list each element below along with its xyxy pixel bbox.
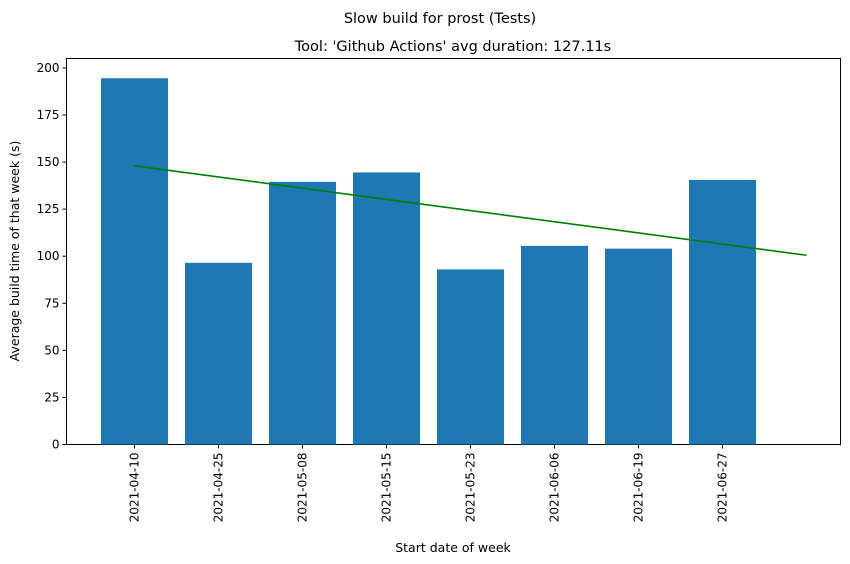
- y-axis-label: Average build time of that week (s): [7, 141, 22, 362]
- bar-2021-05-23: [437, 269, 504, 445]
- chart-suptitle: Slow build for prost (Tests): [344, 11, 536, 27]
- y-tick-label: 200: [37, 61, 60, 75]
- y-tick-label: 25: [44, 390, 59, 404]
- bars-group: [101, 78, 756, 445]
- x-tick-label: 2021-05-23: [464, 453, 478, 523]
- bar-2021-06-27: [689, 179, 756, 445]
- bar-2021-04-10: [101, 78, 168, 445]
- bar-2021-06-06: [521, 245, 588, 445]
- y-tick-label: 75: [44, 296, 59, 310]
- x-tick-label: 2021-06-06: [548, 453, 562, 523]
- y-axis: 0 25 50 75 100 125 150 175 200: [37, 61, 67, 452]
- y-tick-label: 50: [44, 343, 59, 357]
- chart-title: Tool: 'Github Actions' avg duration: 127…: [294, 39, 611, 55]
- y-tick-label: 150: [37, 155, 60, 169]
- bar-2021-05-08: [269, 181, 336, 445]
- x-tick-label: 2021-05-08: [296, 453, 310, 523]
- x-axis-label: Start date of week: [395, 540, 511, 555]
- y-tick-label: 175: [37, 108, 60, 122]
- x-tick-label: 2021-04-10: [128, 453, 142, 523]
- x-tick-label: 2021-05-15: [380, 453, 394, 523]
- x-tick-label: 2021-06-27: [716, 453, 730, 523]
- y-tick-label: 125: [37, 202, 60, 216]
- x-tick-label: 2021-04-25: [212, 453, 226, 523]
- bar-2021-04-25: [185, 262, 252, 445]
- y-tick-label: 0: [52, 438, 60, 452]
- bar-2021-05-15: [353, 172, 420, 445]
- bar-2021-06-19: [605, 248, 672, 445]
- x-tick-label: 2021-06-19: [632, 453, 646, 523]
- y-tick-label: 100: [37, 249, 60, 263]
- trend-group: [134, 165, 807, 257]
- trend-line: [134, 165, 807, 257]
- x-axis: 2021-04-10 2021-04-25 2021-05-08 2021-05-15…: [128, 444, 730, 523]
